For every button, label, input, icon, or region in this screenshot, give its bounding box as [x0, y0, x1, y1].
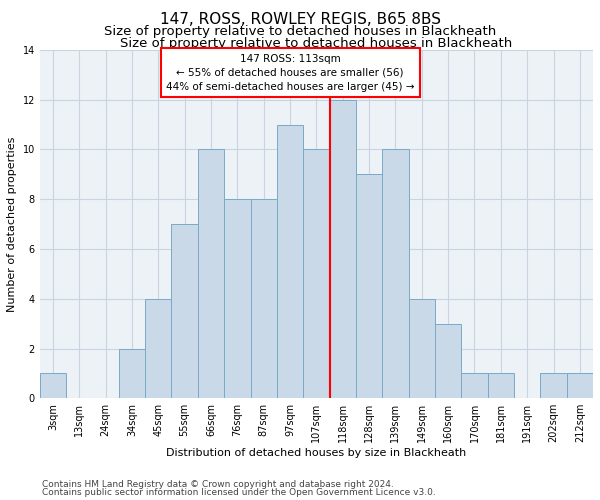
Text: 147 ROSS: 113sqm
← 55% of detached houses are smaller (56)
44% of semi-detached : 147 ROSS: 113sqm ← 55% of detached house… [166, 54, 414, 92]
Bar [435, 324, 461, 398]
Text: Contains public sector information licensed under the Open Government Licence v3: Contains public sector information licen… [42, 488, 436, 497]
Bar [119, 348, 145, 399]
Bar [461, 374, 488, 398]
Bar [488, 374, 514, 398]
Bar [145, 298, 172, 398]
Title: Size of property relative to detached houses in Blackheath: Size of property relative to detached ho… [120, 37, 512, 50]
Bar [172, 224, 198, 398]
Text: Contains HM Land Registry data © Crown copyright and database right 2024.: Contains HM Land Registry data © Crown c… [42, 480, 394, 489]
Bar [40, 374, 66, 398]
Bar [329, 100, 356, 399]
Bar [356, 174, 382, 398]
Bar [382, 150, 409, 398]
Bar [198, 150, 224, 398]
Bar [303, 150, 329, 398]
Bar [541, 374, 567, 398]
X-axis label: Distribution of detached houses by size in Blackheath: Distribution of detached houses by size … [166, 448, 467, 458]
Bar [567, 374, 593, 398]
Bar [409, 298, 435, 398]
Text: Size of property relative to detached houses in Blackheath: Size of property relative to detached ho… [104, 25, 496, 38]
Bar [277, 124, 303, 398]
Text: 147, ROSS, ROWLEY REGIS, B65 8BS: 147, ROSS, ROWLEY REGIS, B65 8BS [160, 12, 440, 28]
Bar [224, 199, 251, 398]
Y-axis label: Number of detached properties: Number of detached properties [7, 136, 17, 312]
Bar [251, 199, 277, 398]
